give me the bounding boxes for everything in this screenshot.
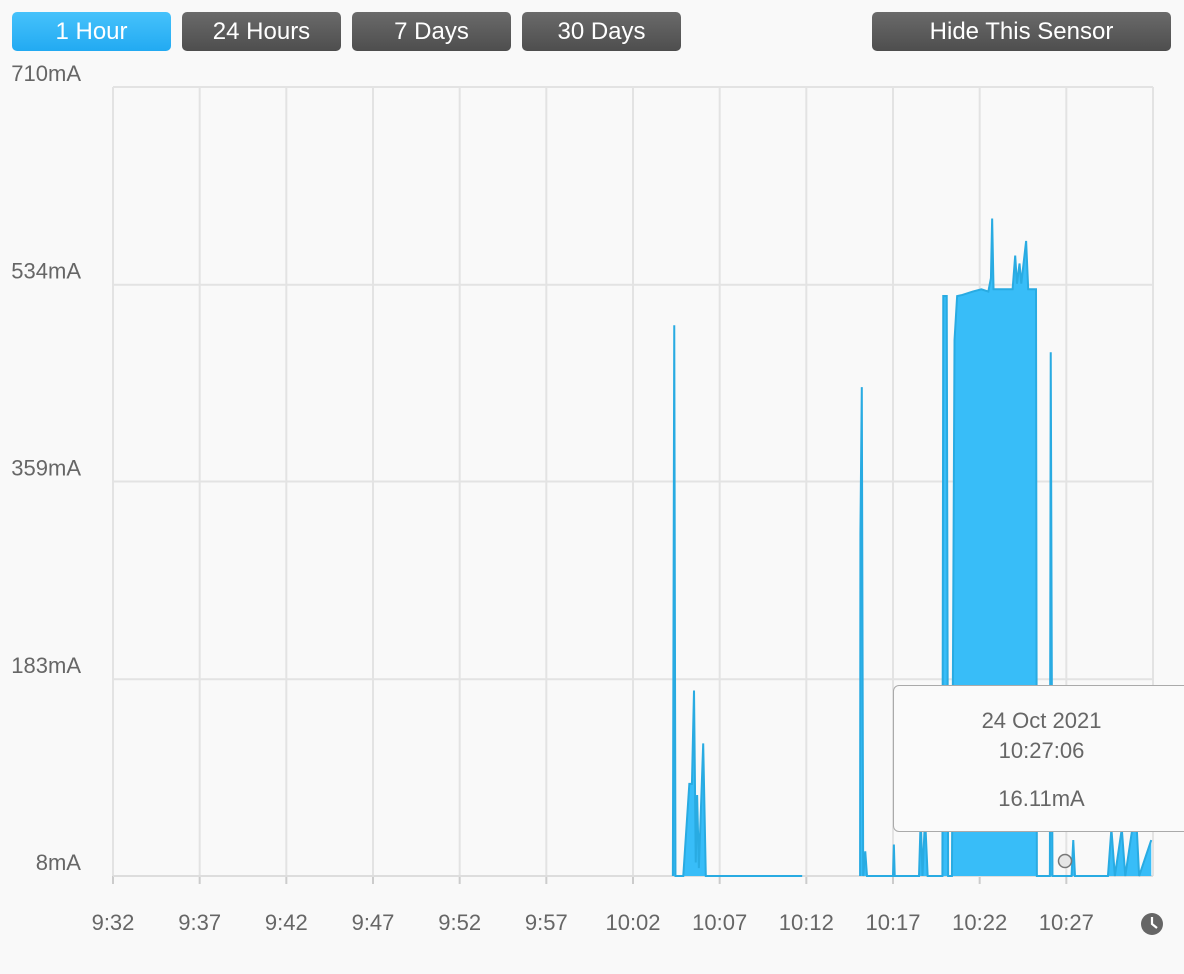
x-tick-label: 9:47 bbox=[352, 910, 395, 935]
line bbox=[859, 218, 1153, 877]
tooltip: 24 Oct 2021 10:27:06 16.11mA bbox=[893, 685, 1184, 832]
hide-button[interactable]: Hide This Sensor bbox=[872, 12, 1171, 51]
area bbox=[672, 325, 803, 876]
y-tick-label: 710mA bbox=[11, 61, 81, 86]
y-tick-label: 359mA bbox=[11, 455, 81, 480]
x-tick-label: 9:57 bbox=[525, 910, 568, 935]
x-tick-label: 9:52 bbox=[438, 910, 481, 935]
y-tick-label: 534mA bbox=[11, 259, 81, 284]
range-button[interactable]: 24 Hours bbox=[182, 12, 341, 51]
range-button[interactable]: 1 Hour bbox=[12, 12, 171, 51]
x-tick-label: 9:32 bbox=[92, 910, 135, 935]
range-button[interactable]: 30 Days bbox=[522, 12, 681, 51]
area bbox=[860, 218, 1152, 876]
x-tick-label: 9:37 bbox=[178, 910, 221, 935]
tooltip-time: 10:27:06 bbox=[998, 738, 1085, 763]
line bbox=[671, 325, 803, 877]
x-tick-label: 10:22 bbox=[952, 910, 1007, 935]
x-tick-label: 10:17 bbox=[865, 910, 920, 935]
x-tick-label: 10:12 bbox=[779, 910, 834, 935]
tooltip-value: 16.11mA bbox=[998, 786, 1085, 811]
plot: 8mA 183mA 359mA 534mA 710mA 9:32 9:37 9:42 9:47 9… bbox=[11, 61, 1154, 935]
y-tick-label: 8mA bbox=[36, 850, 82, 875]
range-button[interactable]: 7 Days bbox=[352, 12, 511, 51]
x-tick-label: 10:02 bbox=[605, 910, 660, 935]
clock-icon bbox=[1141, 913, 1163, 935]
x-tick-label: 9:42 bbox=[265, 910, 308, 935]
x-tick-label: 10:07 bbox=[692, 910, 747, 935]
tooltip-date: 24 Oct 2021 bbox=[981, 708, 1102, 733]
y-tick-label: 183mA bbox=[11, 653, 81, 678]
hover-point bbox=[1057, 853, 1073, 869]
x-tick-label: 10:27 bbox=[1039, 910, 1094, 935]
